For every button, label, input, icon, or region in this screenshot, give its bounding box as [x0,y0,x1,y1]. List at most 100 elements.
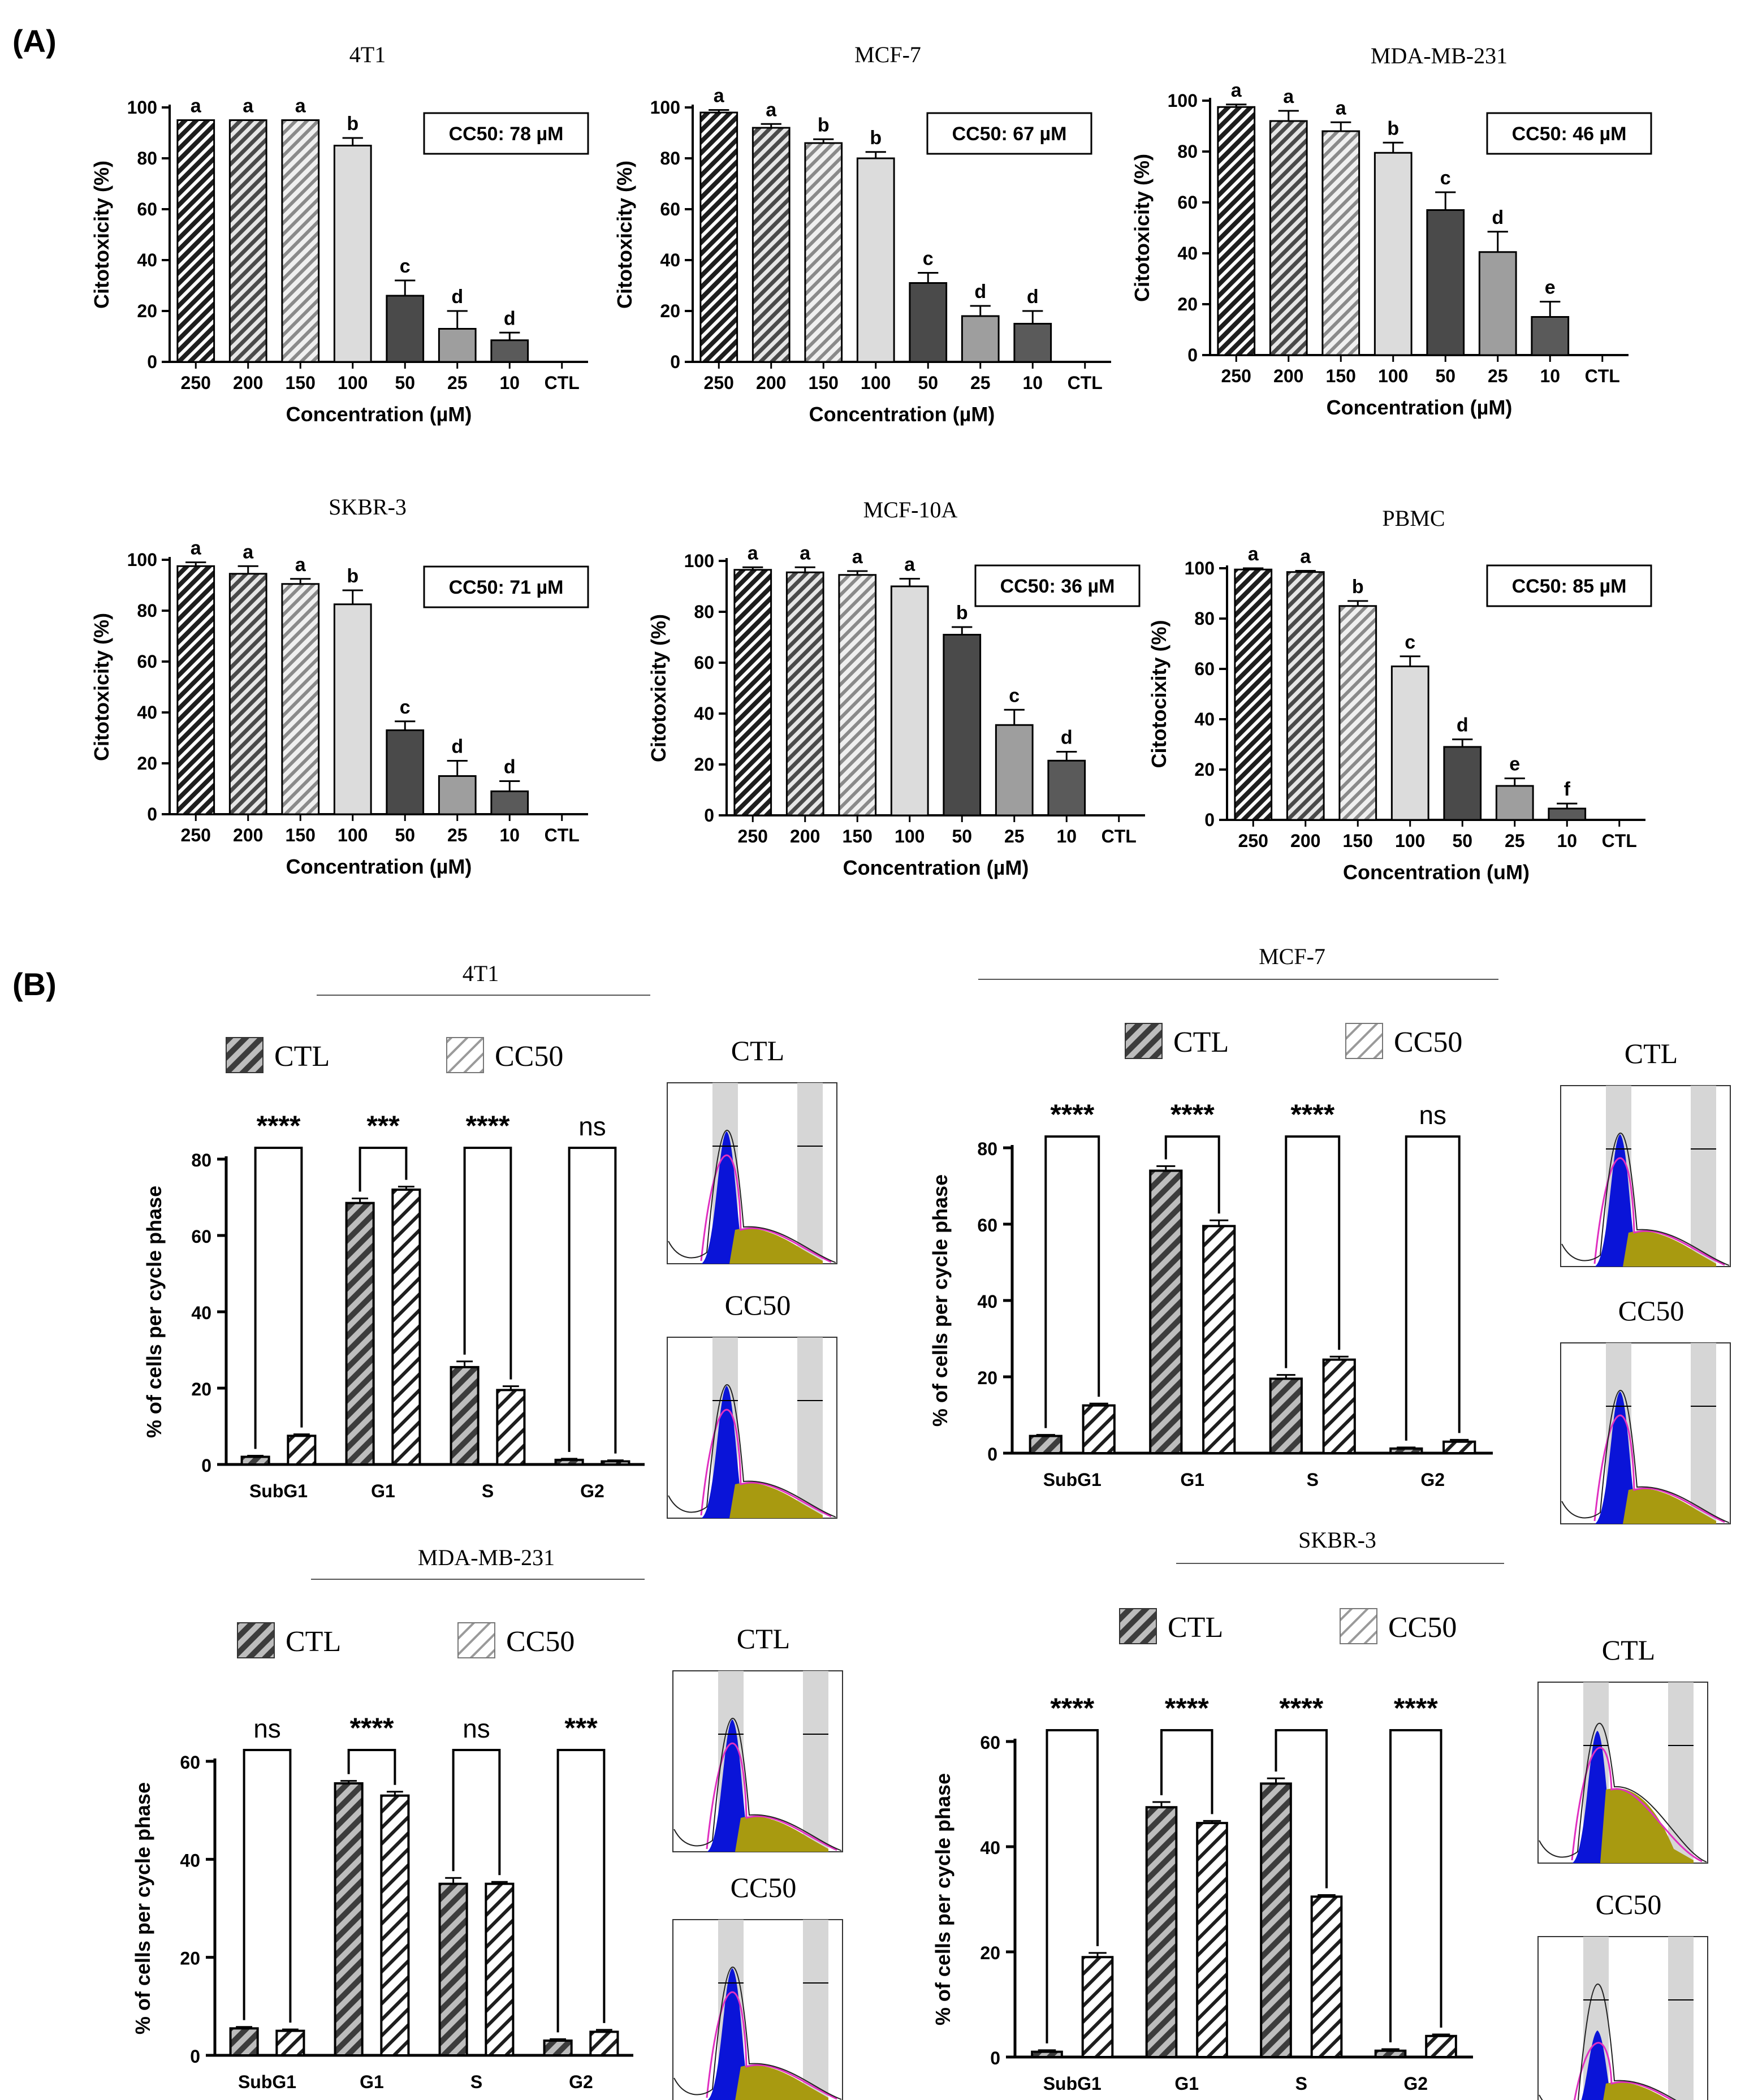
bar-G1-ctl [1145,1806,1178,2058]
cc50-box [926,112,1092,155]
bar-50 [909,282,948,363]
bar-10 [1548,807,1587,821]
significance-letter: f [1564,779,1571,800]
significance-letter: d [451,286,463,308]
bar-25 [438,775,477,815]
legend-label-cc50: CC50 [1394,1026,1462,1058]
x-tick-label: 150 [1326,366,1356,386]
x-tick-label: 10 [1557,831,1577,851]
x-tick-label: 50 [395,373,415,393]
raw-histogram-outline [668,1384,836,1518]
x-tick-label: CTL [545,373,580,393]
raw-histogram-outline [1561,1133,1730,1266]
significance-letter: b [956,602,968,624]
significance-letter: c [923,248,934,270]
x-tick-label: G2 [580,1481,604,1501]
g2-gate-region [1691,1343,1716,1524]
y-axis-label: Citotoxicity (%) [90,161,113,309]
significance-letter: c [400,697,411,718]
y-tick-label: 0 [190,2046,200,2067]
x-tick-label: S [470,2072,482,2092]
x-tick-label: G2 [1420,1470,1445,1490]
bar-150 [281,119,320,363]
bar-25 [1495,785,1534,821]
bar-100 [1373,152,1413,356]
bar-G2-ctl [1389,1447,1423,1454]
significance-letter: b [1352,576,1364,598]
significance-letter: d [974,281,986,303]
bar-200 [1269,120,1308,356]
legend-label-cc50: CC50 [1388,1611,1457,1644]
significance-bracket [254,1147,303,1449]
x-tick-label: 50 [1435,366,1455,386]
x-axis-label: Concentration (µM) [286,403,472,426]
legend-swatch-cc50 [1340,1608,1377,1644]
model-fit-line [1593,1157,1725,1266]
x-tick-label: G1 [1174,2073,1199,2094]
cc50-box [974,564,1141,607]
bar-50 [386,729,425,815]
x-tick-label: 10 [1056,826,1077,846]
histogram-title: CTL [1625,1038,1678,1069]
y-tick-label: 100 [684,551,714,571]
bar-150 [1321,130,1360,356]
y-tick-label: 60 [694,653,714,673]
bar-150 [1338,605,1377,821]
cytotox-chart-pbmc: PBMC 0 20 40 60 80 100 a 250 a 200 b 150 c 100 d 50 e 25 f 1… [1147,505,1652,884]
y-tick-label: 20 [977,1368,997,1388]
bar-G1-ctl [1149,1169,1183,1454]
x-tick-label: CTL [1585,366,1620,386]
legend-swatch-cc50 [457,1622,495,1658]
chart-title: SKBR-3 [1298,1527,1376,1553]
raw-histogram-outline [1539,1723,1707,1863]
x-tick-label: 200 [1290,831,1320,851]
significance-letter: c [1009,685,1020,706]
y-tick-label: 60 [137,651,157,672]
x-tick-label: 100 [895,826,925,846]
x-axis-label: Concentration (µM) [286,855,472,878]
bar-S-cc50 [485,1882,515,2057]
y-tick-label: 100 [1168,90,1198,111]
g1-peak [707,1968,752,2100]
raw-histogram-outline [1561,1390,1730,1523]
significance-letter: d [1027,286,1039,308]
y-tick-label: 80 [137,148,157,168]
model-fit-line [706,1742,837,1851]
significance-bracket [556,1749,606,2033]
significance-bracket [243,1749,292,2023]
significance-letter: a [243,541,254,563]
y-axis-label: Citotoxicity (%) [1130,154,1154,302]
x-tick-label: 250 [704,373,734,393]
s-phase-area [1623,1488,1716,1524]
significance-letter: b [870,127,882,149]
bar-50 [943,634,982,816]
y-tick-label: 20 [980,1943,1000,1963]
significance-letter: d [1061,727,1073,749]
cc50-label: CC50: 78 µM [449,123,564,145]
y-tick-label: 20 [1194,759,1215,780]
chart-title: 4T1 [349,42,386,67]
significance-label: **** [350,1712,394,1744]
y-tick-label: 40 [1194,709,1215,729]
bar-SubG1-ctl [1031,2050,1063,2058]
model-fit-line [706,1991,837,2100]
bar-SubG1-cc50 [1082,1404,1116,1454]
y-axis-label: Citotoxicity (%) [613,161,636,309]
bar-SubG1-ctl [1029,1434,1062,1454]
chart-title: MDA-MB-231 [418,1545,555,1570]
bar-250 [733,569,772,816]
significance-letter: d [451,736,463,758]
x-tick-label: CTL [545,825,580,845]
significance-letter: e [1509,754,1520,775]
x-tick-label: 250 [1221,366,1251,386]
significance-bracket [1275,1729,1328,1889]
panel-label-b: (B) [12,966,57,1002]
legend-label-ctl: CTL [286,1626,341,1658]
significance-letter: a [1248,543,1259,565]
y-tick-label: 40 [137,250,157,270]
y-tick-label: 60 [660,199,680,219]
legend-swatch-ctl [237,1622,275,1658]
bar-G1-cc50 [1202,1225,1236,1454]
cytotox-chart-skbr-3: SKBR-3 0 20 40 60 80 100 a 250 a 200 a 150 b 100 c 50 d 25… [90,494,589,878]
